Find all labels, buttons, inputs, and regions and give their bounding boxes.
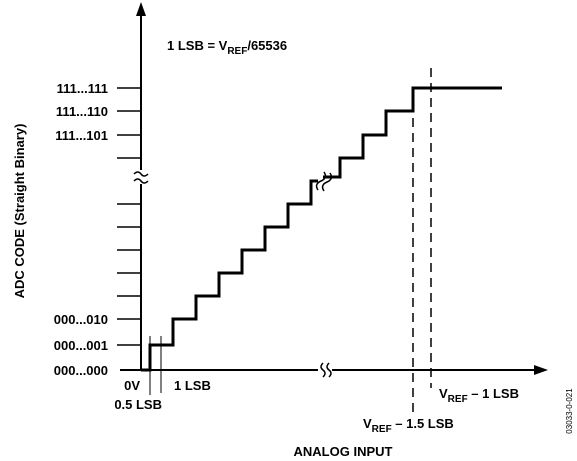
x-origin-label: 0V: [124, 378, 140, 393]
x-one-lsb-label: 1 LSB: [174, 378, 211, 393]
fullscale-dashed-lines: [412, 68, 432, 418]
y-axis-break-icon: [133, 170, 149, 184]
x-axis-title: ANALOG INPUT: [294, 444, 393, 459]
lsb-definition-annotation: 1 LSB = VREF/65536: [167, 38, 287, 57]
y-axis-arrowhead: [136, 2, 146, 16]
staircase-upper: [323, 86, 502, 179]
x-axis: [120, 365, 548, 375]
staircase-break-icon: [315, 171, 333, 192]
x-half-lsb-label: 0.5 LSB: [114, 397, 162, 412]
x-vref-minus-1-5-lsb-label: VREF – 1.5 LSB: [363, 416, 454, 435]
y-axis-title: ADC CODE (Straight Binary): [12, 124, 27, 299]
y-tick-label: 111...110: [56, 104, 108, 119]
y-tick-label: 111...101: [55, 128, 108, 143]
origin-reference-lines: [149, 336, 162, 395]
transfer-staircase: [141, 86, 502, 372]
x-axis-break-icon: [318, 362, 332, 378]
y-tick-labels: 111...111 111...110 111...101 000...010 …: [54, 81, 108, 378]
x-vref-minus-1-lsb-label: VREF – 1 LSB: [439, 386, 519, 405]
y-tick-label: 000...001: [54, 338, 108, 353]
x-axis-arrowhead: [534, 365, 548, 375]
y-axis: [136, 2, 146, 371]
y-tick-label: 111...111: [57, 81, 108, 96]
y-tick-label: 000...010: [54, 312, 108, 327]
y-ticks: [117, 87, 141, 346]
staircase-lower: [141, 179, 318, 372]
figure-id: 03033-0-021: [565, 388, 574, 434]
y-tick-label: 000...000: [54, 363, 108, 378]
